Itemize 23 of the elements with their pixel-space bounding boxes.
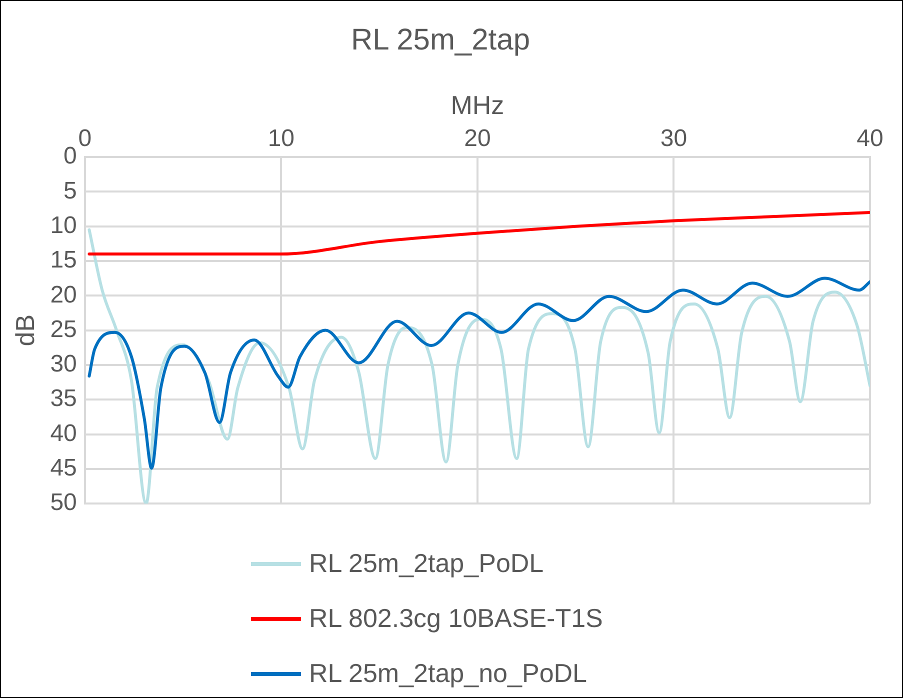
y-tick-label: 15 <box>50 246 77 274</box>
x-axis-title: MHz <box>450 90 504 120</box>
legend-label: RL 25m_2tap_no_PoDL <box>309 658 588 689</box>
line-series <box>88 276 870 470</box>
x-tick-label: 20 <box>464 125 491 152</box>
y-tick-label: 5 <box>64 177 77 204</box>
y-tick-label: 20 <box>50 281 77 308</box>
x-tick-label: 30 <box>660 125 688 152</box>
y-tick-label: 0 <box>64 142 77 170</box>
y-tick-label: 10 <box>50 212 77 239</box>
legend-label: RL 802.3cg 10BASE-T1S <box>309 603 603 634</box>
legend-label: RL 25m_2tap_PoDL <box>309 548 544 579</box>
line-series <box>88 210 870 256</box>
x-tick-label: 40 <box>856 125 884 152</box>
y-tick-label: 35 <box>50 385 77 412</box>
y-tick-label: 45 <box>50 454 77 482</box>
y-tick-label: 30 <box>50 350 77 378</box>
x-tick-label: 10 <box>268 125 295 152</box>
chart-title: RL 25m_2tap <box>350 23 530 56</box>
y-axis-title: dB <box>10 314 40 346</box>
y-tick-label: 40 <box>50 420 77 447</box>
y-tick-label: 50 <box>50 489 77 516</box>
y-tick-label: 25 <box>50 316 77 343</box>
